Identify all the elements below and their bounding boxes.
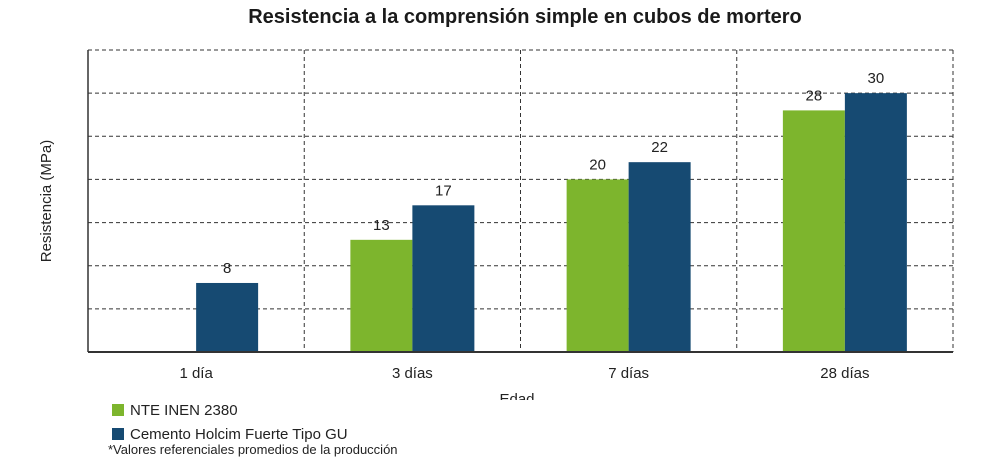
bar-chart: 8 13 17 20 22 28 30 1 día 3 días 7 días 28 días E… — [38, 49, 954, 400]
chart-title: Resistencia a la comprensión simple en c… — [248, 6, 802, 28]
data-label: 28 — [806, 87, 823, 104]
bar-holcim-0 — [196, 282, 259, 352]
legend-label-nte-inen: NTE INEN 2380 — [130, 401, 238, 419]
data-label: 20 — [589, 156, 606, 173]
legend-label-holcim: Cemento Holcim Fuerte Tipo GU — [130, 425, 348, 443]
bar-holcim-3 — [844, 93, 907, 353]
legend-item-nte-inen: NTE INEN 2380 — [112, 398, 348, 422]
axes — [87, 50, 953, 353]
data-label: 8 — [223, 260, 231, 277]
x-tick-label: 1 día — [179, 365, 213, 382]
footnote: *Valores referenciales promedios de la p… — [108, 442, 398, 457]
bar-nte-inen-3 — [782, 110, 845, 353]
x-tick-labels: 1 día 3 días 7 días 28 días — [179, 365, 869, 382]
bar-nte-inen-2 — [566, 179, 629, 352]
legend-swatch-holcim — [112, 428, 124, 440]
x-tick-label: 28 días — [820, 365, 869, 382]
data-label: 30 — [868, 70, 885, 87]
bar-holcim-2 — [628, 162, 691, 352]
legend: NTE INEN 2380 Cemento Holcim Fuerte Tipo… — [112, 398, 348, 446]
x-tick-label: 7 días — [608, 365, 649, 382]
x-axis-title: Edad — [499, 391, 534, 400]
legend-item-holcim: Cemento Holcim Fuerte Tipo GU — [112, 422, 348, 446]
legend-swatch-nte-inen — [112, 404, 124, 416]
data-label: 22 — [651, 139, 668, 156]
data-labels: 8 13 17 20 22 28 30 — [223, 70, 884, 277]
bars — [196, 93, 907, 353]
y-axis-title: Resistencia (MPa) — [38, 140, 55, 263]
x-tick-label: 3 días — [392, 365, 433, 382]
bar-nte-inen-1 — [350, 239, 413, 352]
data-label: 13 — [373, 217, 390, 234]
grid-lines — [88, 49, 954, 352]
bar-holcim-1 — [412, 205, 475, 352]
data-label: 17 — [435, 182, 452, 199]
